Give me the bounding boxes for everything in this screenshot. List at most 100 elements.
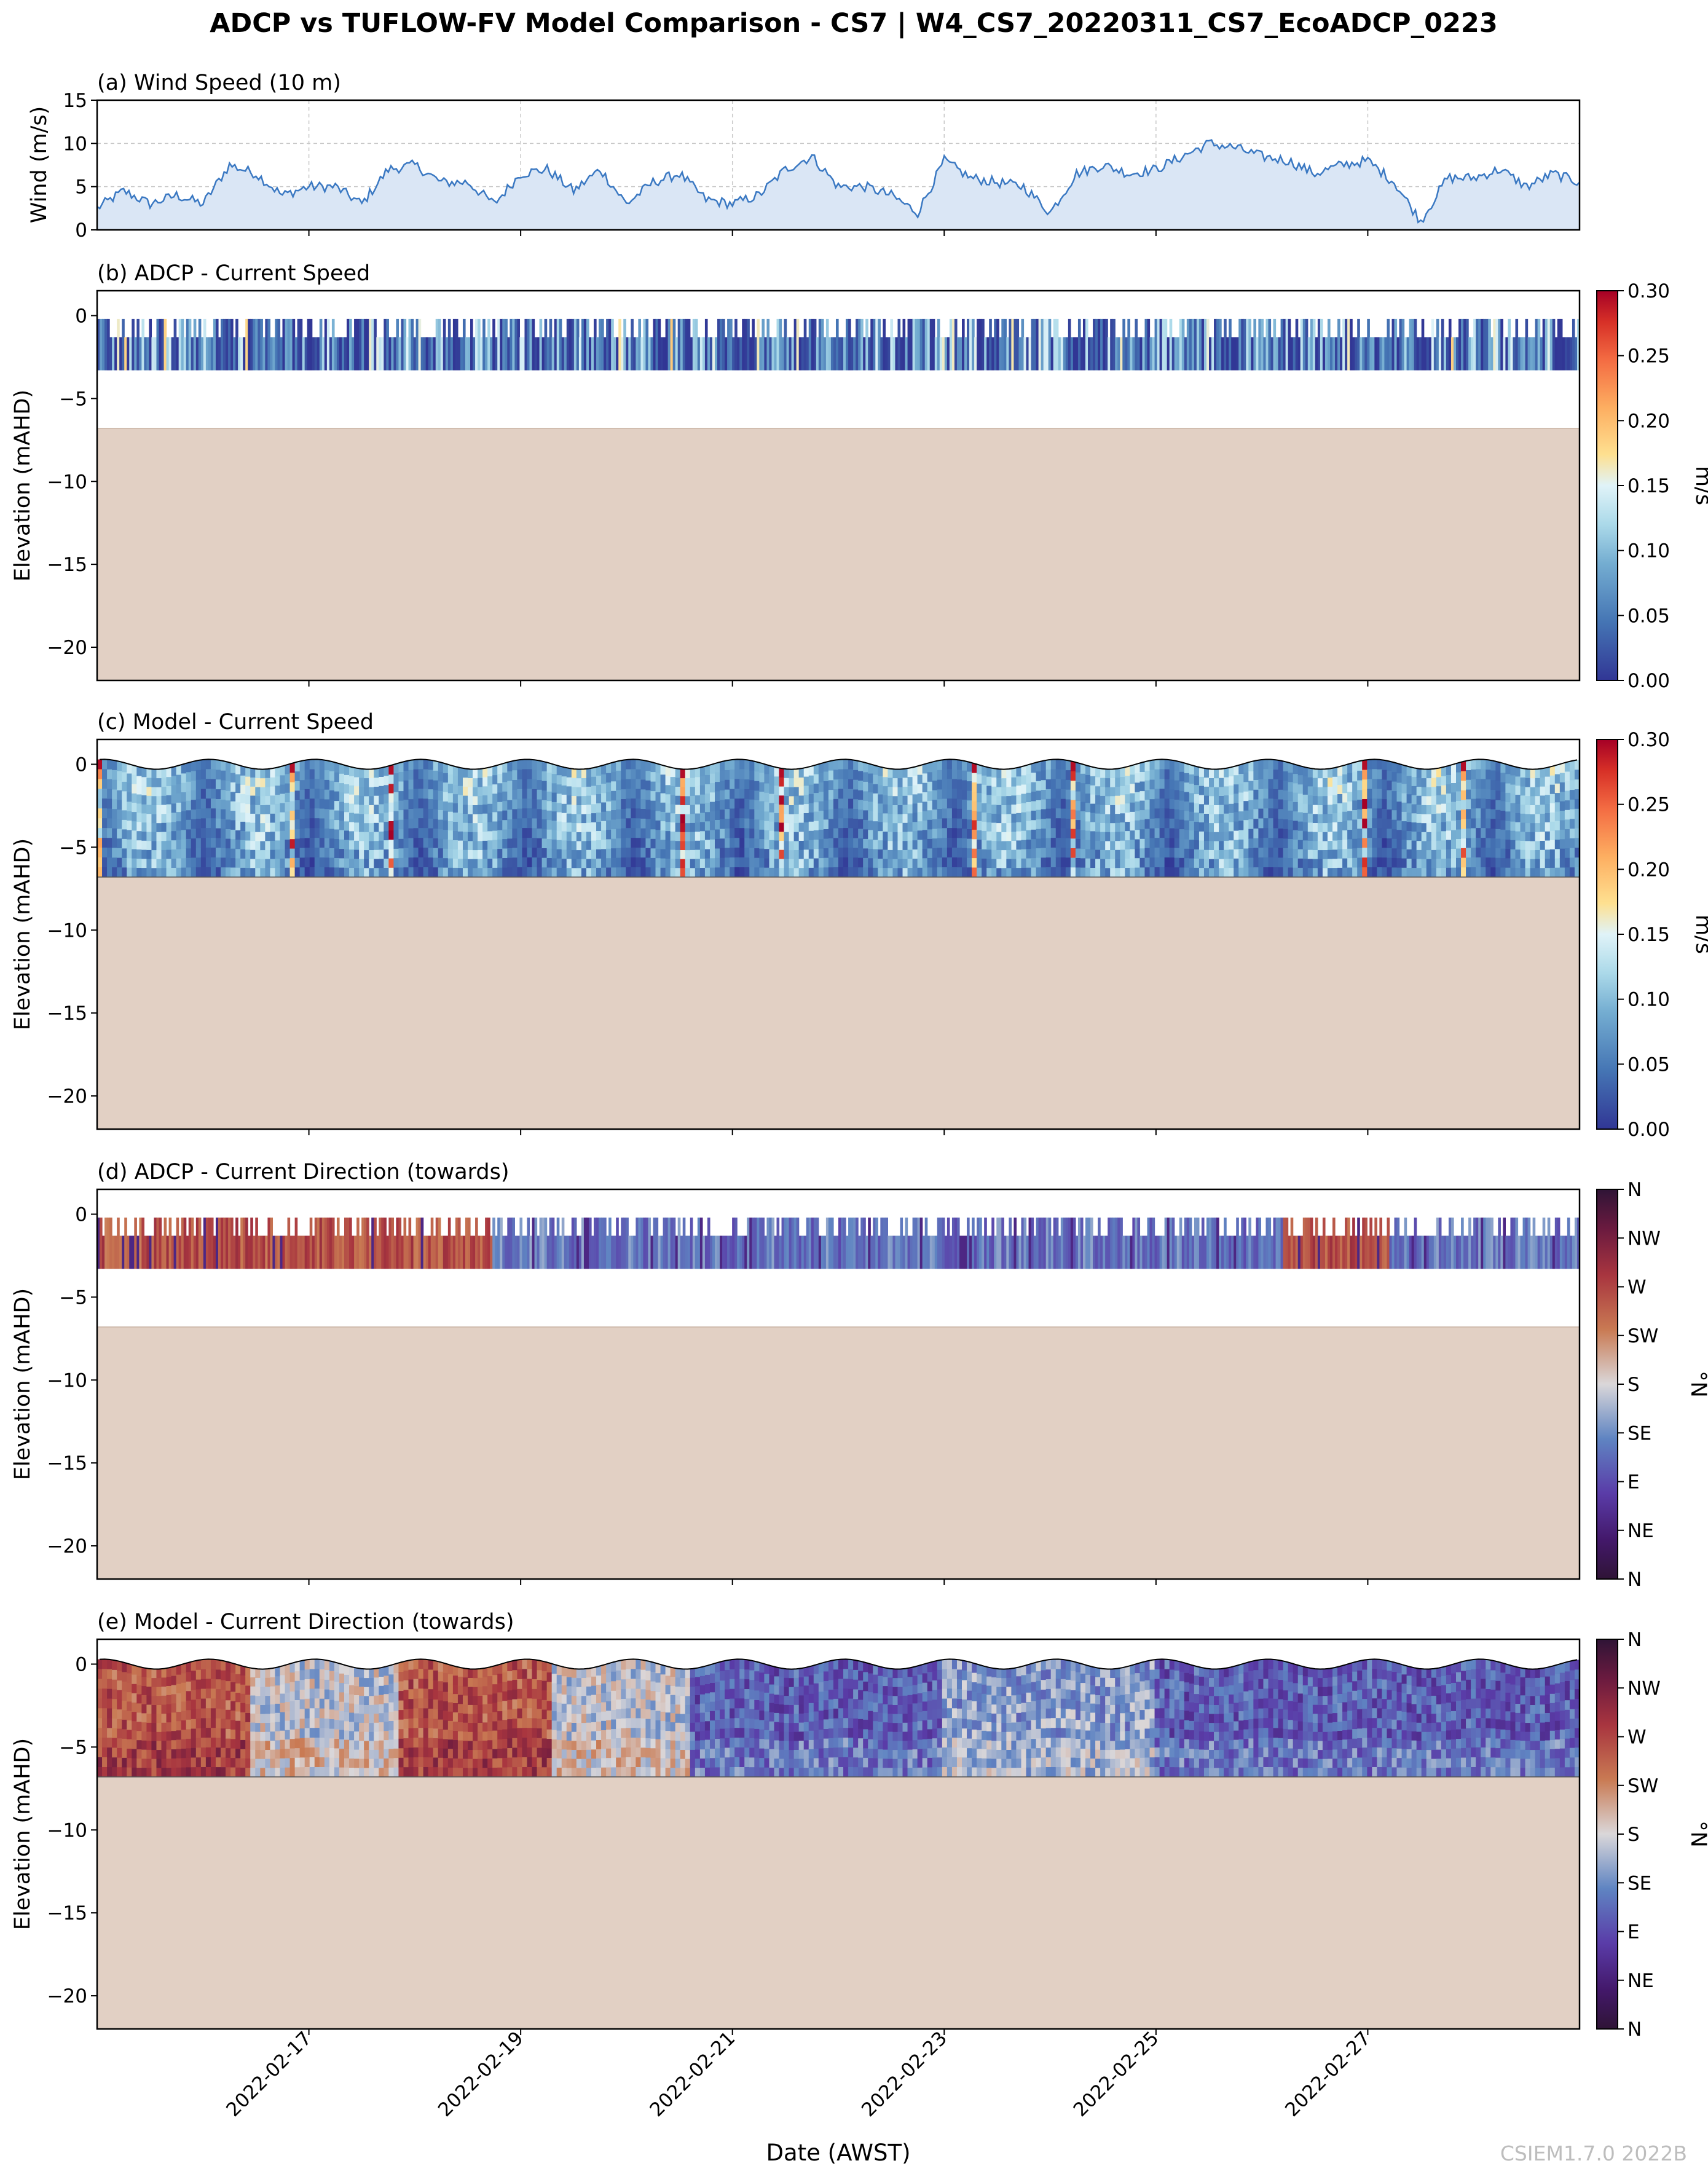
heatmap-cell bbox=[972, 773, 977, 783]
heatmap-cell bbox=[989, 1235, 992, 1269]
heatmap-cell bbox=[946, 798, 953, 809]
heatmap-cell bbox=[473, 823, 478, 833]
heatmap-cell bbox=[473, 1235, 476, 1269]
heatmap-cell bbox=[1416, 859, 1422, 868]
colorbar-tick-label: SE bbox=[1627, 1422, 1651, 1444]
heatmap-cell bbox=[606, 811, 612, 821]
heatmap-cell bbox=[655, 782, 661, 793]
heatmap-cell bbox=[418, 1217, 422, 1269]
heatmap-cell bbox=[1486, 1217, 1489, 1269]
heatmap-cell bbox=[699, 803, 706, 814]
heatmap-cell bbox=[102, 1698, 108, 1709]
panel-c-colorbar-ticks: 0.000.050.100.150.200.250.30 bbox=[1618, 729, 1670, 1141]
heatmap-cell bbox=[544, 318, 548, 371]
heatmap-cell bbox=[946, 818, 953, 829]
heatmap-cell bbox=[883, 1217, 886, 1269]
heatmap-cell bbox=[709, 858, 715, 868]
heatmap-cell bbox=[331, 318, 335, 371]
heatmap-cell bbox=[1258, 1217, 1262, 1269]
heatmap-cell bbox=[853, 770, 859, 781]
heatmap-cell bbox=[339, 801, 345, 812]
heatmap-cell bbox=[858, 829, 864, 839]
heatmap-cell bbox=[1258, 808, 1264, 819]
heatmap-cell bbox=[1542, 318, 1546, 371]
heatmap-cell bbox=[1191, 318, 1195, 371]
heatmap-cell bbox=[779, 849, 785, 859]
heatmap-cell bbox=[319, 838, 325, 848]
heatmap-cell bbox=[1540, 849, 1546, 860]
heatmap-cell bbox=[774, 859, 780, 868]
heatmap-cell bbox=[443, 867, 449, 878]
heatmap-cell bbox=[1510, 803, 1516, 813]
heatmap-cell bbox=[480, 1235, 483, 1269]
heatmap-cell bbox=[1021, 775, 1027, 785]
heatmap-cell bbox=[959, 337, 962, 371]
heatmap-cell bbox=[1203, 832, 1210, 841]
heatmap-cell bbox=[154, 337, 157, 371]
heatmap-cell bbox=[1273, 838, 1279, 848]
heatmap-cell bbox=[495, 1235, 498, 1269]
heatmap-cell bbox=[695, 318, 698, 371]
heatmap-cell bbox=[433, 790, 439, 800]
heatmap-cell bbox=[1293, 830, 1299, 840]
heatmap-cell bbox=[1021, 812, 1027, 822]
heatmap-cell bbox=[102, 1757, 108, 1768]
heatmap-cell bbox=[384, 840, 389, 850]
heatmap-cell bbox=[1060, 1217, 1064, 1269]
heatmap-cell bbox=[438, 790, 444, 801]
heatmap-cell bbox=[1139, 781, 1146, 792]
heatmap-cell bbox=[413, 848, 419, 858]
heatmap-cell bbox=[339, 830, 345, 840]
heatmap-cell bbox=[730, 808, 735, 819]
heatmap-cell bbox=[1401, 774, 1407, 784]
heatmap-cell bbox=[900, 1217, 903, 1269]
heatmap-cell bbox=[195, 867, 202, 878]
heatmap-cell bbox=[1490, 1217, 1494, 1269]
heatmap-cell bbox=[932, 848, 938, 859]
heatmap-cell bbox=[250, 786, 256, 797]
heatmap-cell bbox=[1574, 337, 1578, 371]
heatmap-cell bbox=[102, 1767, 108, 1778]
heatmap-cell bbox=[1021, 821, 1027, 832]
heatmap-cell bbox=[334, 763, 340, 773]
heatmap-cell bbox=[443, 811, 449, 821]
heatmap-cell bbox=[1251, 337, 1254, 371]
heatmap-cell bbox=[369, 814, 374, 824]
heatmap-cell bbox=[361, 318, 364, 371]
heatmap-cell bbox=[388, 774, 394, 785]
heatmap-cell bbox=[744, 760, 750, 770]
heatmap-cell bbox=[670, 813, 676, 823]
heatmap-cell bbox=[457, 849, 463, 859]
heatmap-cell bbox=[1095, 822, 1101, 832]
heatmap-cell bbox=[1564, 1235, 1568, 1269]
heatmap-cell bbox=[897, 769, 903, 779]
heatmap-cell bbox=[1120, 822, 1125, 832]
heatmap-cell bbox=[937, 809, 943, 819]
heatmap-cell bbox=[532, 848, 538, 858]
heatmap-cell bbox=[907, 795, 913, 805]
heatmap-cell bbox=[1367, 779, 1372, 789]
heatmap-cell bbox=[1471, 857, 1476, 868]
heatmap-cell bbox=[1476, 789, 1481, 799]
heatmap-cell bbox=[932, 771, 938, 781]
heatmap-cell bbox=[221, 761, 226, 771]
heatmap-cell bbox=[294, 800, 301, 811]
heatmap-cell bbox=[1100, 832, 1106, 841]
heatmap-cell bbox=[1095, 318, 1098, 371]
heatmap-cell bbox=[393, 337, 397, 371]
heatmap-cell bbox=[1060, 798, 1066, 809]
heatmap-cell bbox=[1268, 1217, 1272, 1269]
heatmap-cell bbox=[972, 858, 977, 868]
heatmap-cell bbox=[1312, 787, 1318, 797]
heatmap-cell bbox=[1211, 337, 1214, 371]
heatmap-cell bbox=[1463, 1235, 1466, 1269]
heatmap-cell bbox=[117, 819, 122, 830]
heatmap-cell bbox=[1322, 337, 1326, 371]
heatmap-cell bbox=[873, 318, 876, 371]
heatmap-cell bbox=[1189, 858, 1195, 868]
heatmap-cell bbox=[1569, 809, 1575, 820]
heatmap-cell bbox=[551, 867, 557, 878]
heatmap-cell bbox=[418, 867, 424, 878]
heatmap-cell bbox=[1229, 776, 1234, 786]
heatmap-cell bbox=[1312, 814, 1318, 824]
